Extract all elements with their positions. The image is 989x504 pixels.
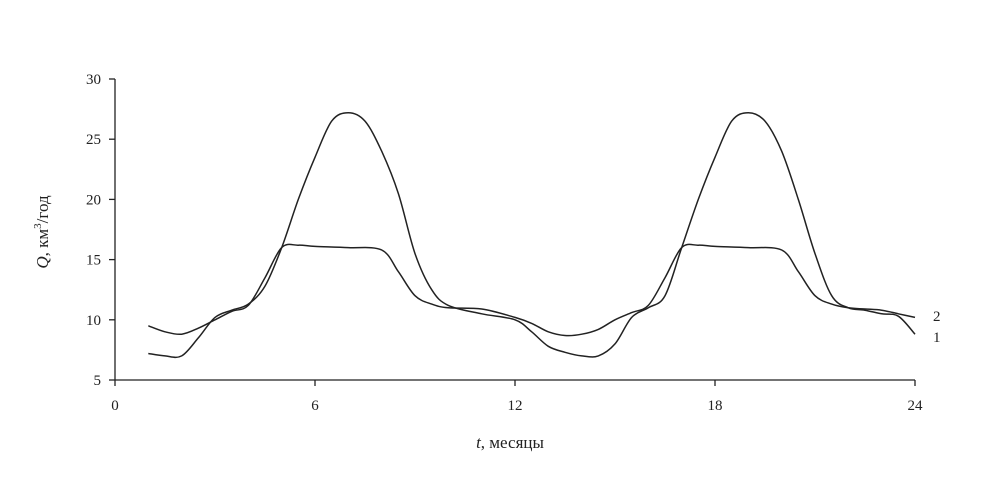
x-tick-label: 12 bbox=[508, 398, 523, 414]
y-axis-tail: /год bbox=[33, 195, 52, 223]
x-axis-title: t, месяцы bbox=[476, 433, 544, 452]
y-tick-label: 10 bbox=[86, 313, 101, 329]
x-tick-label: 6 bbox=[311, 398, 319, 414]
y-axis: 5 10 15 20 25 30 bbox=[86, 72, 116, 389]
y-tick-label: 25 bbox=[86, 132, 101, 148]
y-tick-label: 30 bbox=[86, 72, 101, 88]
x-tick-label: 0 bbox=[111, 398, 119, 414]
series-label-2: 2 bbox=[933, 309, 941, 325]
x-axis-var: t bbox=[476, 433, 482, 452]
y-tick-label: 5 bbox=[94, 373, 102, 389]
series-label-1: 1 bbox=[933, 330, 941, 346]
x-axis-rest: , месяцы bbox=[481, 433, 545, 452]
x-tick-label: 18 bbox=[708, 398, 723, 414]
y-axis-sup: 3 bbox=[32, 223, 44, 229]
y-axis-var: Q bbox=[33, 256, 52, 268]
series-line-2 bbox=[148, 243, 916, 337]
y-tick-label: 20 bbox=[86, 192, 101, 208]
y-tick-label: 15 bbox=[86, 253, 101, 269]
x-tick-label: 24 bbox=[908, 398, 924, 414]
y-axis-title: Q, км3/год bbox=[32, 195, 52, 269]
series-line-1 bbox=[148, 111, 916, 359]
y-axis-rest: , км bbox=[33, 229, 52, 257]
series-layer bbox=[148, 111, 916, 359]
x-axis: 0 6 12 18 24 bbox=[111, 379, 924, 414]
